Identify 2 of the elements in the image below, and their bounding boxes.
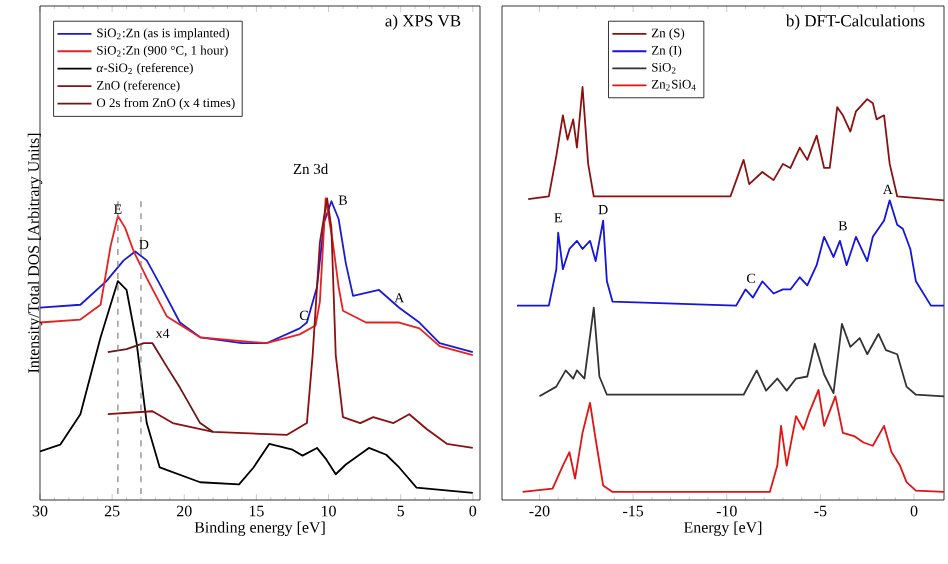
chart-title: b) DFT-Calculations bbox=[785, 14, 925, 30]
chart-title: a) XPS VB bbox=[385, 14, 461, 30]
